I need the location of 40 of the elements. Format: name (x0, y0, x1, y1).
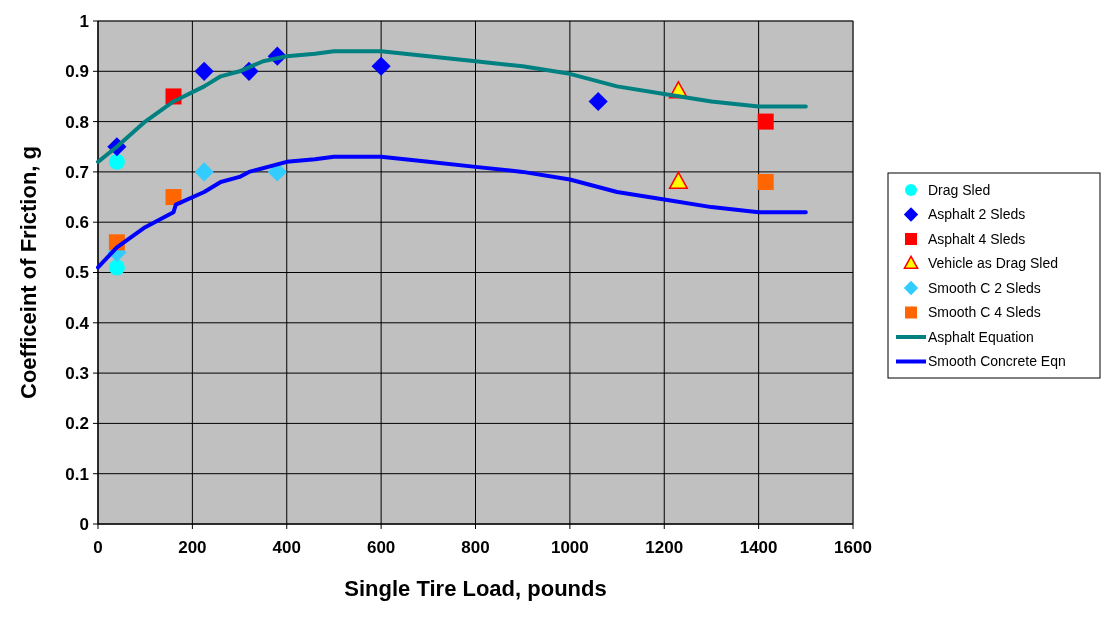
x-tick-label: 1200 (645, 538, 684, 557)
x-tick-label: 1600 (834, 538, 872, 557)
y-tick-label: 0.2 (65, 414, 89, 434)
point (194, 61, 214, 81)
y-tick-label: 0.5 (65, 263, 89, 283)
point (371, 56, 391, 76)
y-tick-label: 0.3 (65, 364, 89, 384)
point (108, 153, 125, 170)
point (588, 91, 608, 112)
legend-label: Drag Sled (928, 181, 991, 198)
legend-label: Vehicle as Drag Sled (928, 255, 1058, 272)
y-tick-label: 1 (79, 11, 89, 31)
legend-label: Asphalt 4 Sleds (928, 230, 1026, 247)
y-tick-label: 0.6 (65, 213, 89, 233)
x-axis-title: Single Tire Load, pounds (344, 576, 607, 601)
legend-label: Smooth Concrete Eqn (928, 353, 1066, 370)
x-tick-label: 0 (93, 538, 103, 557)
y-tick-label: 0.4 (65, 313, 90, 333)
y-tick-label: 0.9 (65, 62, 89, 82)
legend-label: Asphalt Equation (928, 328, 1034, 345)
point (757, 173, 774, 190)
x-tick-label: 1400 (739, 538, 778, 557)
y-tick-label: 0 (79, 514, 89, 534)
y-axis-title: Coefficeint of Friction, g (16, 146, 41, 399)
x-tick-label: 200 (178, 538, 207, 557)
line-series (96, 154, 808, 270)
x-tick-label: 400 (272, 538, 301, 557)
point (757, 113, 774, 130)
legend-label: Smooth C 2 Sleds (928, 279, 1041, 296)
x-tick-label: 600 (366, 538, 396, 557)
y-tick-label: 0.8 (65, 112, 89, 132)
x-tick-label: 800 (461, 538, 490, 557)
legend-label: Smooth C 4 Sleds (928, 304, 1041, 321)
y-tick-label: 0.7 (65, 162, 89, 182)
y-tick-label: 0.1 (65, 464, 89, 484)
legend-label: Asphalt 2 Sleds (928, 206, 1026, 223)
x-tick-label: 1000 (550, 538, 589, 557)
point (668, 171, 688, 190)
point (194, 162, 214, 182)
point (108, 259, 125, 276)
